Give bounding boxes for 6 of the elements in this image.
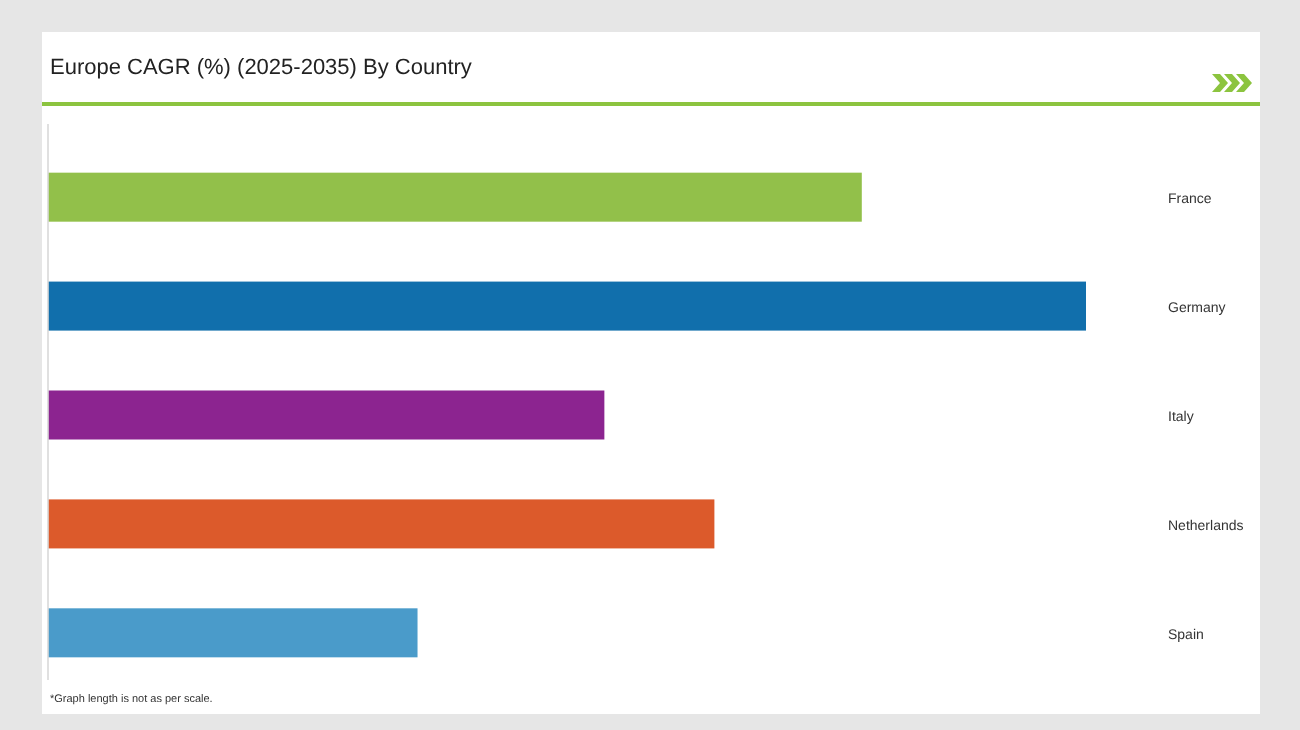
bar	[48, 390, 605, 440]
chart-title: Europe CAGR (%) (2025-2035) By Country	[50, 56, 473, 80]
bar	[48, 281, 1086, 331]
bar	[48, 499, 715, 549]
bar	[48, 172, 862, 222]
bar	[48, 608, 418, 658]
